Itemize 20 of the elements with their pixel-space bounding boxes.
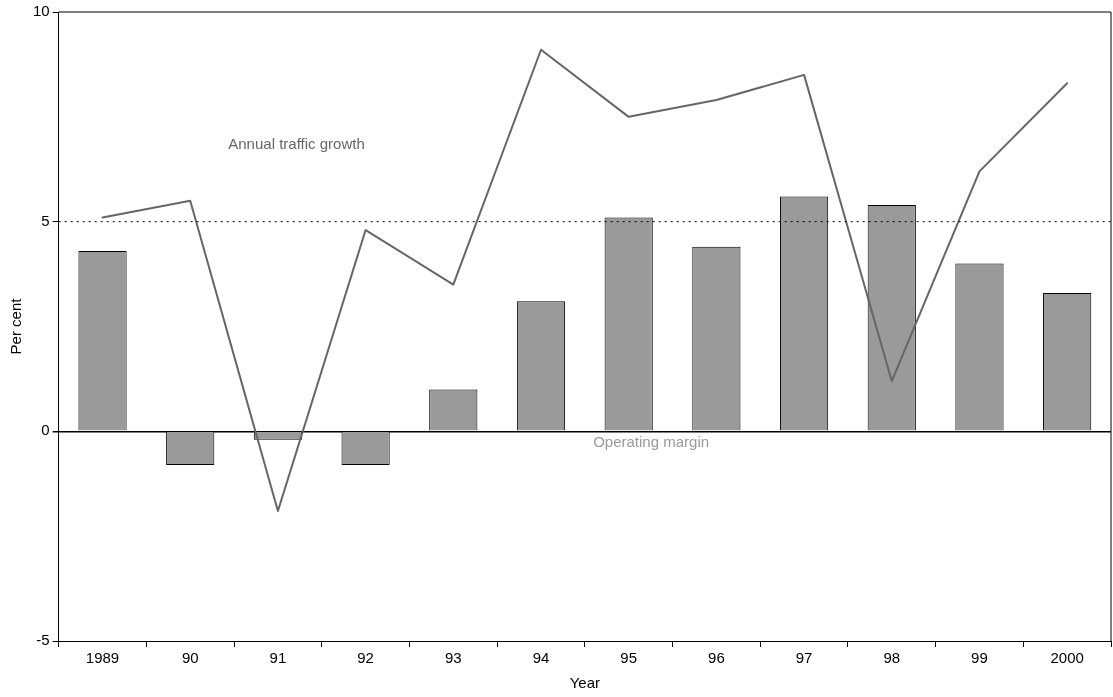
y-tick-label: 0 [41, 421, 50, 439]
x-tick-label: 95 [620, 649, 638, 667]
x-tick-label: 2000 [1050, 649, 1084, 667]
x-tick-label: 90 [181, 649, 199, 667]
y-tick-label: 5 [41, 211, 50, 229]
x-tick-label: 99 [971, 649, 988, 667]
y-tick-label: -5 [36, 631, 50, 649]
x-tick-label: 97 [795, 649, 813, 667]
series-label: Operating margin [593, 433, 710, 451]
x-tick-label: 92 [357, 649, 374, 667]
x-tick-label: 91 [269, 649, 287, 667]
x-axis-title: Year [569, 674, 600, 692]
y-tick-label: 10 [33, 2, 50, 20]
y-axis-title: Per cent [7, 297, 25, 355]
x-tick-label: 96 [708, 649, 725, 667]
x-tick-label: 98 [883, 649, 901, 667]
x-tick-label: 1989 [85, 649, 120, 667]
text: Annual traffic growth [228, 135, 365, 153]
x-tick-label: 94 [532, 649, 550, 667]
x-tick-label: 93 [444, 649, 462, 667]
